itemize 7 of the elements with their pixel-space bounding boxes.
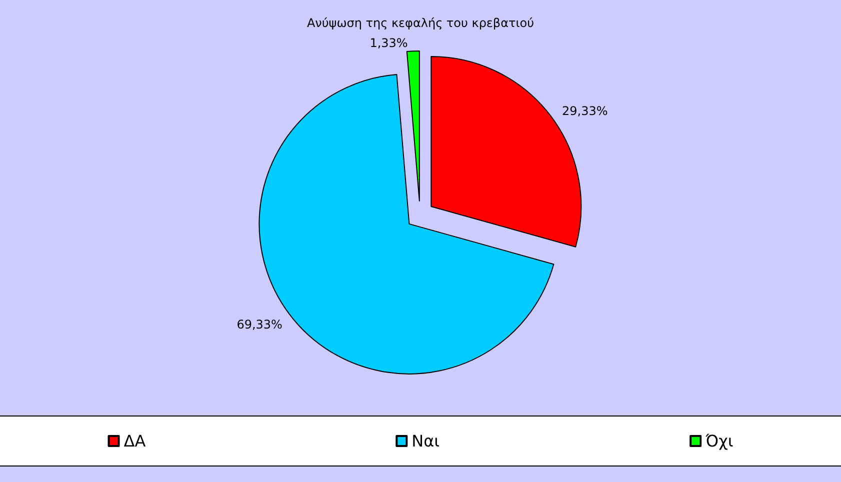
legend-label: Ναι bbox=[412, 432, 440, 450]
data-label: 29,33% bbox=[562, 104, 608, 118]
legend-label: Όχι bbox=[704, 432, 734, 450]
chart-title: Ανύψωση της κεφαλής του κρεβατιού bbox=[306, 16, 534, 30]
data-label: 1,33% bbox=[370, 36, 408, 50]
legend-label: ΔΑ bbox=[124, 432, 146, 450]
data-label: 69,33% bbox=[236, 318, 282, 332]
